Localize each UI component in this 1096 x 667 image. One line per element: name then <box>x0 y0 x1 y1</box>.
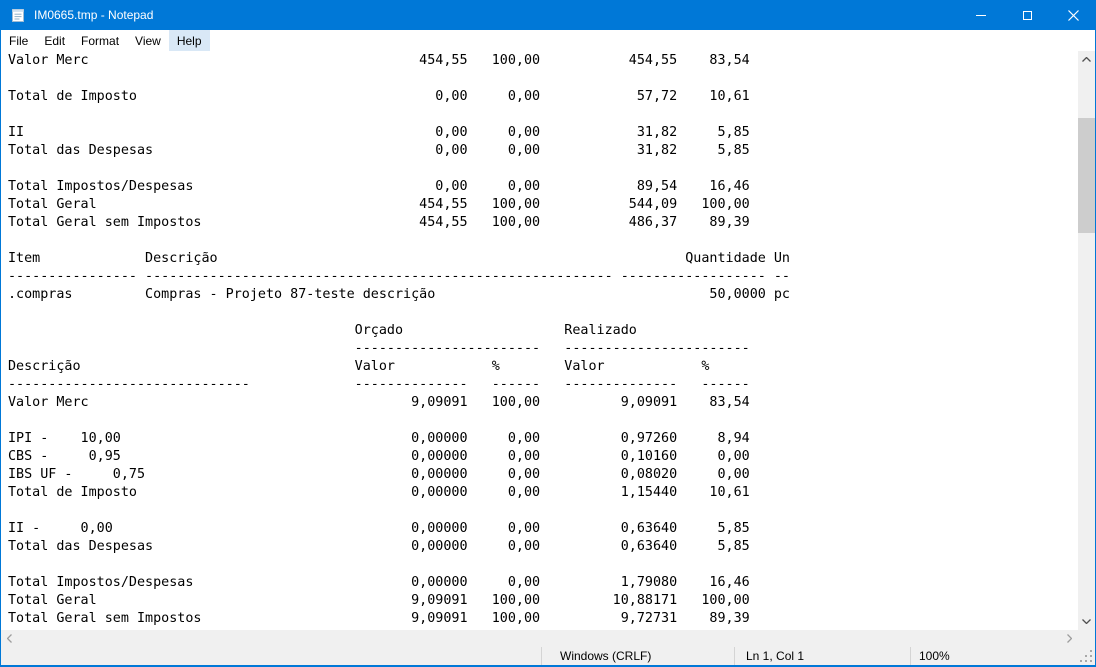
scroll-down-button[interactable] <box>1078 613 1095 630</box>
close-icon <box>1067 9 1079 21</box>
chevron-right-icon <box>1067 634 1072 643</box>
window-border-bottom[interactable] <box>0 665 1096 667</box>
close-button[interactable] <box>1050 0 1096 30</box>
menu-bar: File Edit Format View Help <box>1 30 1095 51</box>
chevron-left-icon <box>7 634 12 643</box>
chevron-up-icon <box>1082 57 1091 62</box>
scrollbar-corner <box>1078 630 1095 647</box>
window-title: IM0665.tmp - Notepad <box>34 8 154 22</box>
scroll-right-button[interactable] <box>1061 630 1078 647</box>
menu-item-file[interactable]: File <box>9 33 29 48</box>
window-border-left <box>0 30 1 665</box>
vertical-scrollbar[interactable] <box>1078 51 1095 630</box>
chevron-down-icon <box>1082 619 1091 624</box>
horizontal-scrollbar[interactable] <box>1 630 1078 647</box>
menu-item-edit[interactable]: Edit <box>44 33 66 48</box>
editor-text[interactable]: Valor Merc 454,55 100,00 454,55 83,54 To… <box>8 53 790 626</box>
scroll-up-button[interactable] <box>1078 51 1095 68</box>
vertical-scrollbar-thumb[interactable] <box>1078 118 1095 233</box>
menu-item-help[interactable]: Help <box>168 30 210 51</box>
status-encoding: Windows (CRLF) <box>541 647 734 665</box>
minimize-button[interactable] <box>958 0 1004 30</box>
scroll-left-button[interactable] <box>1 630 18 647</box>
caption-buttons <box>958 0 1096 30</box>
resize-grip-icon[interactable] <box>1080 650 1093 663</box>
maximize-icon <box>1022 10 1032 20</box>
status-cursor-position: Ln 1, Col 1 <box>734 647 910 665</box>
maximize-button[interactable] <box>1004 0 1050 30</box>
title-bar: IM0665.tmp - Notepad <box>0 0 1096 30</box>
status-zoom-level: 100% <box>910 647 1095 665</box>
menu-item-format[interactable]: Format <box>81 33 120 48</box>
status-spacer <box>1 647 541 665</box>
minimize-icon <box>976 14 986 16</box>
notepad-icon[interactable] <box>10 7 26 23</box>
status-bar: Windows (CRLF) Ln 1, Col 1 100% <box>1 647 1095 665</box>
menu-item-view[interactable]: View <box>135 33 161 48</box>
editor-area[interactable]: Valor Merc 454,55 100,00 454,55 83,54 To… <box>1 51 1078 630</box>
